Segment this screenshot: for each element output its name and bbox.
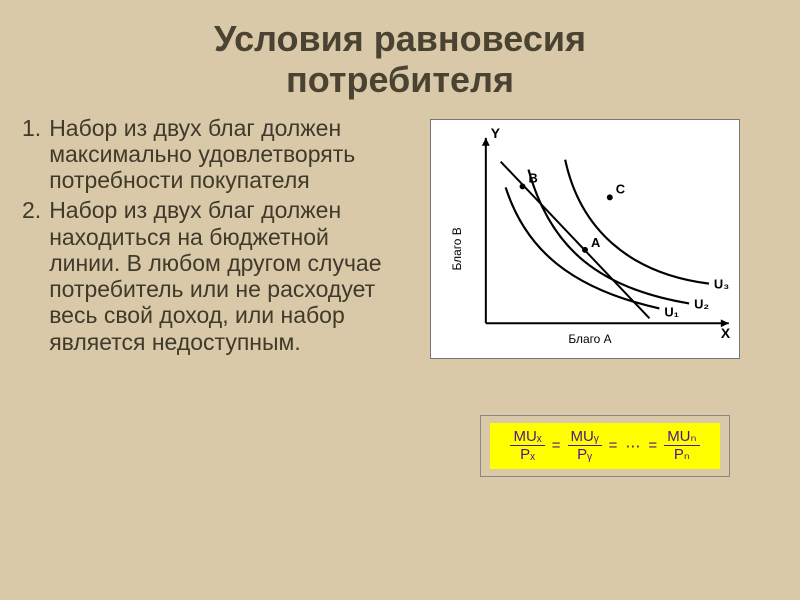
frac-muy: MUᵧ Pᵧ: [568, 428, 602, 463]
list-item: 1. Набор из двух благ должен максимально…: [22, 115, 392, 194]
item-text: Набор из двух благ должен находиться на …: [49, 197, 392, 354]
equals-sign: =: [608, 437, 619, 454]
frac-top: MUᵧ: [568, 428, 602, 446]
curve-label-u1: U₁: [664, 304, 679, 319]
equals-sign: =: [647, 437, 658, 454]
frac-mux: MUₓ Pₓ: [510, 428, 544, 463]
ellipsis: ⋯: [624, 437, 641, 455]
frac-bot: Pᵧ: [574, 446, 595, 463]
point-b: [520, 183, 526, 189]
title-line-1: Условия равновесия: [0, 18, 800, 59]
frac-mun: MUₙ Pₙ: [664, 428, 699, 463]
slide-title: Условия равновесия потребителя: [0, 0, 800, 101]
equals-sign: =: [551, 437, 562, 454]
equimarginal-formula: MUₓ Pₓ = MUᵧ Pᵧ = ⋯ = MUₙ Pₙ: [490, 423, 720, 469]
curve-u3: [565, 159, 709, 283]
curve-label-u3: U₃: [714, 276, 729, 291]
item-number: 1.: [22, 115, 49, 194]
point-a: [582, 247, 588, 253]
text-column: 1. Набор из двух благ должен максимально…: [0, 115, 400, 359]
frac-bot: Pₙ: [671, 446, 693, 463]
frac-top: MUₓ: [510, 428, 544, 446]
chart-svg: Y X Благо B Благо A B A C U₁ U₂: [431, 120, 739, 358]
x-axis-label: Благо A: [568, 332, 611, 346]
point-a-label: A: [591, 235, 600, 250]
graphics-column: Y X Благо B Благо A B A C U₁ U₂: [400, 115, 800, 359]
point-b-label: B: [528, 170, 537, 185]
content-row: 1. Набор из двух благ должен максимально…: [0, 115, 800, 359]
y-marker: Y: [491, 125, 501, 141]
indifference-chart: Y X Благо B Благо A B A C U₁ U₂: [430, 119, 740, 359]
point-c-label: C: [616, 181, 625, 196]
frac-top: MUₙ: [664, 428, 699, 446]
x-marker: X: [721, 325, 731, 341]
list-item: 2. Набор из двух благ должен находиться …: [22, 197, 392, 354]
curve-u2: [528, 169, 689, 303]
item-text: Набор из двух благ должен максимально уд…: [49, 115, 392, 194]
point-c: [607, 194, 613, 200]
formula-box: MUₓ Pₓ = MUᵧ Pᵧ = ⋯ = MUₙ Pₙ: [480, 415, 730, 477]
y-axis-label: Благо B: [450, 227, 464, 270]
curve-label-u2: U₂: [694, 296, 709, 311]
y-axis-arrow-icon: [482, 138, 490, 146]
frac-bot: Pₓ: [517, 446, 538, 463]
item-number: 2.: [22, 197, 49, 354]
title-line-2: потребителя: [0, 59, 800, 100]
